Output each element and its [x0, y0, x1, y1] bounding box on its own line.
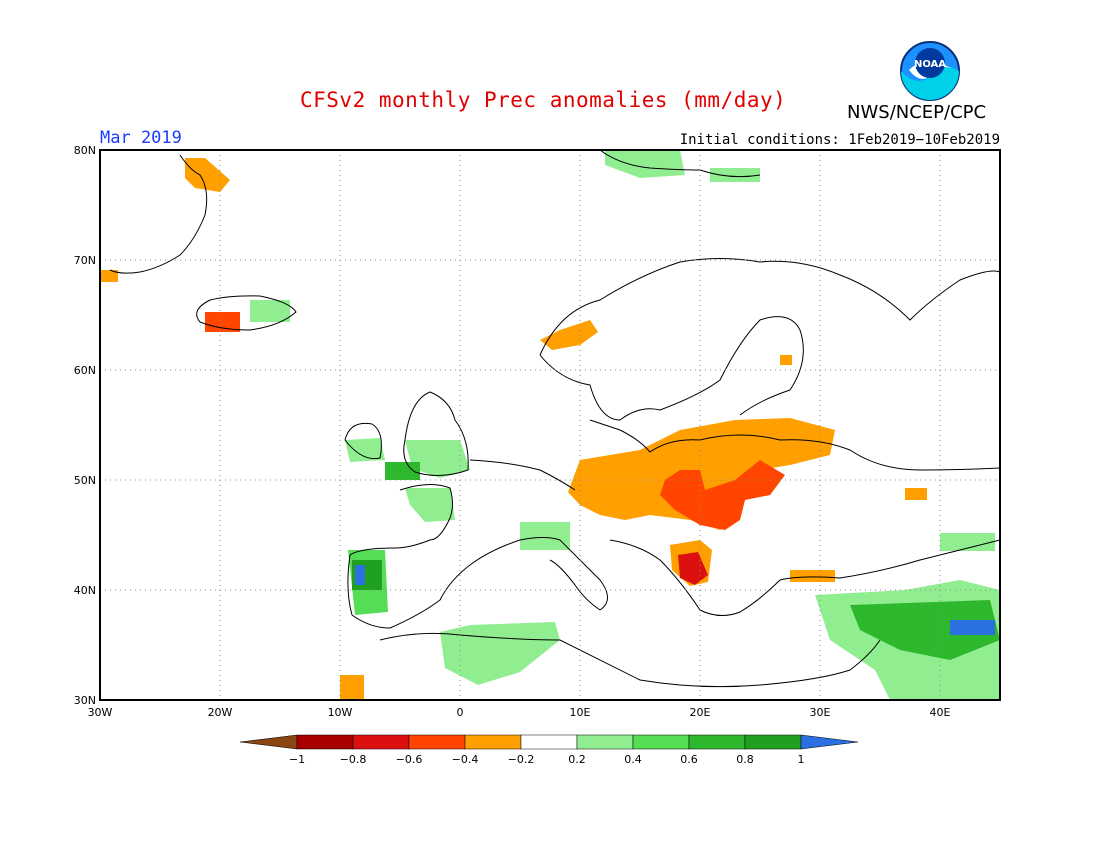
lon-tick-20e: 20E: [690, 706, 711, 719]
lon-tick-40e: 40E: [930, 706, 951, 719]
colorbar-swatch: [352, 734, 410, 750]
anomaly-caucasus: [940, 533, 995, 551]
anomaly-black-sea: [905, 488, 927, 500]
agency-label: NWS/NCEP/CPC: [847, 102, 987, 123]
anomaly-north-africa: [440, 622, 560, 685]
colorbar-swatch: [688, 734, 746, 750]
anomaly-finland: [780, 355, 792, 365]
anomaly-balkans-dry: [670, 540, 712, 586]
colorbar-arrow-right: [800, 734, 859, 750]
graticule: [100, 150, 1000, 700]
forecast-month: Mar 2019: [100, 128, 182, 148]
anomaly-iceland-east: [250, 300, 290, 322]
anomaly-hungary-romania: [660, 460, 785, 530]
colorbar-swatch: [296, 734, 354, 750]
colorbar-swatch: [408, 734, 466, 750]
anomaly-iran-core: [950, 620, 995, 635]
colorbar-swatch: [464, 734, 522, 750]
anomaly-central-europe: [568, 418, 835, 530]
anomaly-cornwall: [385, 462, 420, 480]
lat-tick-60n: 60N: [74, 364, 96, 377]
colorbar-swatch: [744, 734, 802, 750]
anomaly-portugal: [348, 550, 388, 615]
anomaly-albania: [678, 552, 708, 585]
lon-tick-labels: 30W 20W 10W 0 10E 20E 30E 40E: [88, 706, 951, 719]
anomaly-svalbard: [605, 150, 685, 178]
anomaly-east-turkey: [850, 600, 1000, 660]
lon-tick-0: 0: [457, 706, 464, 719]
map-frame: [99, 149, 1001, 701]
colorbar-swatch: [632, 734, 690, 750]
lat-tick-40n: 40N: [74, 584, 96, 597]
coastlines: [109, 150, 1000, 688]
anomaly-iceland-west: [205, 312, 240, 332]
anomaly-italy-north: [520, 522, 570, 550]
anomaly-spain-tip: [340, 675, 364, 700]
map-title: CFSv2 monthly Prec anomalies (mm/day): [300, 88, 787, 112]
lon-tick-30e: 30E: [810, 706, 831, 719]
anomaly-ireland: [345, 438, 385, 462]
colorbar-label: 0.2: [568, 753, 586, 766]
colorbar-label: −0.8: [340, 753, 367, 766]
svg-text:NOAA: NOAA: [914, 59, 946, 70]
anomaly-middle-east: [815, 580, 1000, 700]
lon-tick-30w: 30W: [88, 706, 113, 719]
anomaly-france-nw: [405, 488, 455, 522]
colorbar-label: 0.6: [680, 753, 698, 766]
lat-tick-labels: 30N 40N 50N 60N 70N 80N: [74, 144, 96, 707]
colorbar-arrow-left: [239, 734, 298, 750]
colorbar-label: −0.6: [396, 753, 423, 766]
anomaly-uk: [405, 440, 470, 478]
colorbar-label: −0.2: [508, 753, 535, 766]
lat-tick-70n: 70N: [74, 254, 96, 267]
anomaly-portugal-wet: [352, 560, 382, 590]
anomaly-turkey-west: [790, 570, 835, 582]
anomaly-norway-coast: [540, 320, 598, 350]
lat-tick-80n: 80N: [74, 144, 96, 157]
colorbar-label: 0.4: [624, 753, 642, 766]
lat-tick-30n: 30N: [74, 694, 96, 707]
lat-tick-50n: 50N: [74, 474, 96, 487]
colorbar-label: 1: [798, 753, 805, 766]
colorbar-swatch: [576, 734, 634, 750]
colorbar-label: −0.4: [452, 753, 479, 766]
lon-tick-20w: 20W: [208, 706, 233, 719]
colorbar-labels: −1 −0.8 −0.6 −0.4 −0.2 0.2 0.4 0.6 0.8 1: [289, 753, 805, 766]
lon-tick-10w: 10W: [328, 706, 353, 719]
anomaly-novaya: [710, 168, 760, 182]
anomaly-layer: [100, 150, 1000, 700]
anomaly-greenland-coast: [185, 158, 230, 192]
noaa-logo-icon: NOAA: [900, 41, 960, 101]
colorbar-label: −1: [289, 753, 305, 766]
anomaly-portugal-core: [355, 565, 365, 585]
anomaly-west-edge: [100, 270, 118, 282]
colorbar-swatch: [520, 734, 578, 750]
initial-conditions: Initial conditions: 1Feb2019−10Feb2019: [679, 132, 1000, 148]
colorbar: [239, 734, 859, 750]
colorbar-label: 0.8: [736, 753, 754, 766]
lon-tick-10e: 10E: [570, 706, 591, 719]
